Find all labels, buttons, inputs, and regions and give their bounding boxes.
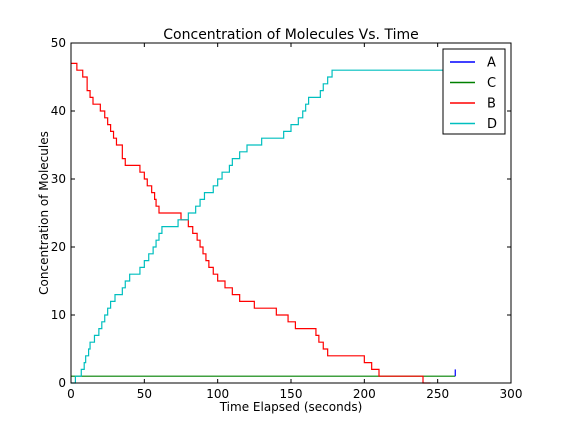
series-line-D	[71, 63, 455, 383]
y-tick-label: 40	[51, 104, 66, 118]
y-axis-title: Concentration of Molecules	[37, 131, 51, 295]
y-tick-label: 10	[51, 308, 66, 322]
x-tick-label: 150	[280, 387, 303, 401]
x-axis-title: Time Elapsed (seconds)	[219, 400, 363, 414]
x-tick-label: 0	[67, 387, 75, 401]
x-tick-label: 50	[137, 387, 152, 401]
y-tick-label: 50	[51, 36, 66, 50]
legend-label-A: A	[487, 56, 496, 71]
x-tick-label: 250	[426, 387, 449, 401]
legend-label-C: C	[487, 76, 496, 91]
chart-title: Concentration of Molecules Vs. Time	[163, 27, 418, 43]
y-axis: 0 10 20 30 40 50	[51, 36, 511, 390]
legend-label-B: B	[487, 97, 496, 112]
y-tick-label: 30	[51, 172, 66, 186]
x-tick-label: 200	[353, 387, 376, 401]
legend-label-D: D	[487, 117, 497, 132]
y-tick-label: 20	[51, 240, 66, 254]
series-line-B	[71, 63, 430, 383]
x-tick-label: 300	[500, 387, 523, 401]
x-tick-label: 100	[206, 387, 229, 401]
plot-area	[71, 63, 455, 383]
y-tick-label: 0	[58, 376, 66, 390]
